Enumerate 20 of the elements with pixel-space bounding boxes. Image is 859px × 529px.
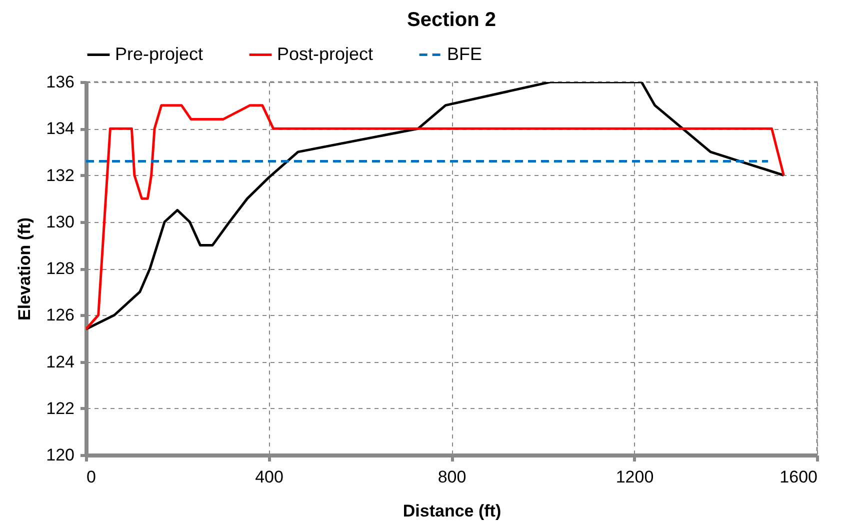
x-tick-label: 1200 [616,468,654,486]
y-axis-title: Elevation (ft) [15,218,34,320]
x-tick-label: 800 [438,468,466,486]
y-tick-label: 130 [46,212,74,232]
y-tick-label: 124 [46,352,74,372]
x-tick-label: 0 [86,468,96,486]
y-tick-label: 122 [46,398,74,418]
x-axis-title: Distance (ft) [402,502,502,520]
y-tick-label: 126 [46,306,74,325]
y-tick-label: 136 [46,72,74,92]
x-tick-label: 1600 [780,468,818,486]
legend-label: BFE [447,44,482,64]
chart-title: Section 2 [407,9,496,31]
y-tick-label: 132 [46,166,74,185]
legend-label: Post-project [277,44,374,64]
y-tick-label: 134 [46,119,74,138]
legend-label: Pre-project [115,44,204,64]
y-tick-label: 120 [46,446,74,464]
y-tick-label: 128 [46,259,74,278]
x-tick-label: 400 [255,468,284,486]
